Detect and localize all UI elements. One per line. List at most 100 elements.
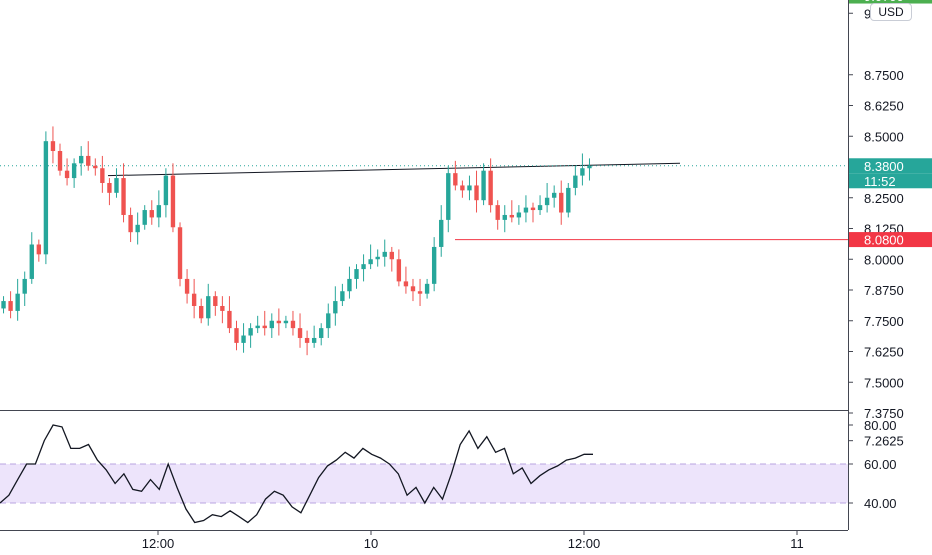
candle-body — [453, 173, 458, 186]
candle-body — [128, 214, 133, 233]
price-tick-label: 7.5000 — [864, 375, 904, 390]
candle-body — [389, 251, 394, 260]
candle-body — [417, 291, 423, 294]
candle-body — [213, 296, 218, 306]
candle-body — [361, 264, 366, 270]
rsi-line — [0, 424, 593, 524]
rsi-tick-label: 80.00 — [864, 418, 897, 433]
candle-body — [57, 151, 63, 171]
candle-body — [354, 269, 359, 279]
price-tick-label: 8.6250 — [864, 99, 904, 114]
price-tick-label: 8.7500 — [864, 68, 904, 83]
candle-body — [495, 205, 500, 220]
candle-body — [523, 207, 529, 213]
price-tick-label: 7.8750 — [864, 283, 904, 298]
resistance-line — [107, 162, 681, 177]
candle-body — [227, 310, 232, 329]
price-tick-label: 7.7500 — [864, 314, 904, 329]
candle-body — [100, 168, 105, 183]
candle-body — [135, 224, 140, 233]
price-tick-label: 8.5000 — [864, 129, 904, 144]
candle-body — [439, 219, 444, 247]
candle-body — [509, 214, 515, 218]
candle-body — [78, 155, 84, 164]
candle-body — [177, 227, 183, 279]
candle-body — [93, 165, 98, 169]
candle-body — [22, 278, 27, 294]
time-tick-label: 12:00 — [568, 536, 601, 550]
rsi-tick-label: 40.00 — [864, 496, 897, 511]
price-tick-label: 7.6250 — [864, 345, 904, 360]
stop-price-tag-label: 8.0800 — [864, 233, 904, 248]
candle-body — [234, 328, 239, 343]
candle-body — [191, 293, 197, 306]
candle-body — [121, 178, 126, 215]
candle-body — [460, 185, 465, 191]
candle-body — [269, 320, 274, 329]
time-tick-label: 11 — [790, 536, 804, 550]
candle-body — [347, 278, 352, 292]
currency-button[interactable]: USD — [870, 3, 912, 21]
candle-body — [36, 244, 42, 255]
rsi-tick-label: 60.00 — [864, 457, 897, 472]
candle-body — [276, 320, 282, 324]
candle-body — [544, 197, 550, 206]
candle-body — [474, 185, 479, 201]
candle-body — [573, 175, 578, 188]
candle-body — [304, 337, 310, 343]
candle-body — [290, 320, 296, 329]
candle-body — [71, 163, 77, 179]
candle-body — [43, 141, 49, 255]
price-tick-label: 8.2500 — [864, 191, 904, 206]
candle-body — [375, 256, 380, 260]
candle-body — [340, 291, 345, 302]
candle-body — [297, 328, 303, 338]
price-tick-label: 7.2625 — [864, 434, 904, 449]
candle-body — [142, 210, 147, 225]
candle-body — [431, 246, 437, 284]
target-price-tag-bg — [849, 0, 932, 4]
candle-body — [86, 155, 91, 166]
candle-body — [530, 207, 536, 211]
candle-body — [206, 296, 211, 319]
candle-body — [410, 286, 416, 292]
stop-price-tag-bg — [849, 232, 932, 248]
rsi-band — [0, 464, 848, 503]
candle-body — [262, 325, 267, 329]
candle-body — [396, 259, 402, 282]
candle-body — [15, 293, 20, 311]
time-tick-label: 12:00 — [142, 536, 175, 550]
candle-body — [424, 283, 430, 294]
price-tick-label: 8.0000 — [864, 252, 904, 267]
candle-body — [184, 278, 190, 294]
candle-body — [156, 205, 162, 218]
candle-body — [326, 313, 331, 329]
candle-body — [333, 301, 338, 314]
candle-body — [163, 175, 169, 206]
candle-body — [220, 305, 225, 311]
candle-body — [8, 301, 13, 311]
candle-body — [587, 165, 592, 169]
candle-body — [1, 301, 6, 309]
countdown-tag-bg — [849, 173, 932, 189]
candle-body — [481, 170, 486, 201]
candle-body — [114, 178, 119, 193]
candle-body — [403, 281, 409, 287]
candle-body — [64, 170, 70, 179]
candle-body — [559, 192, 564, 213]
current-price-tag-label: 8.3800 — [864, 159, 904, 174]
candle-body — [382, 251, 387, 257]
candle-body — [580, 168, 585, 176]
countdown-tag-label: 11:52 — [864, 174, 896, 189]
candle-body — [149, 210, 154, 218]
candle-body — [502, 214, 507, 220]
candle-body — [255, 325, 260, 329]
candle-body — [319, 328, 324, 338]
candle-body — [446, 173, 451, 220]
price-tick-label: 7.3750 — [864, 406, 904, 421]
candle-body — [311, 337, 317, 343]
target-price-tag-label: 9.0700 — [864, 0, 904, 4]
candle-body — [50, 141, 56, 152]
